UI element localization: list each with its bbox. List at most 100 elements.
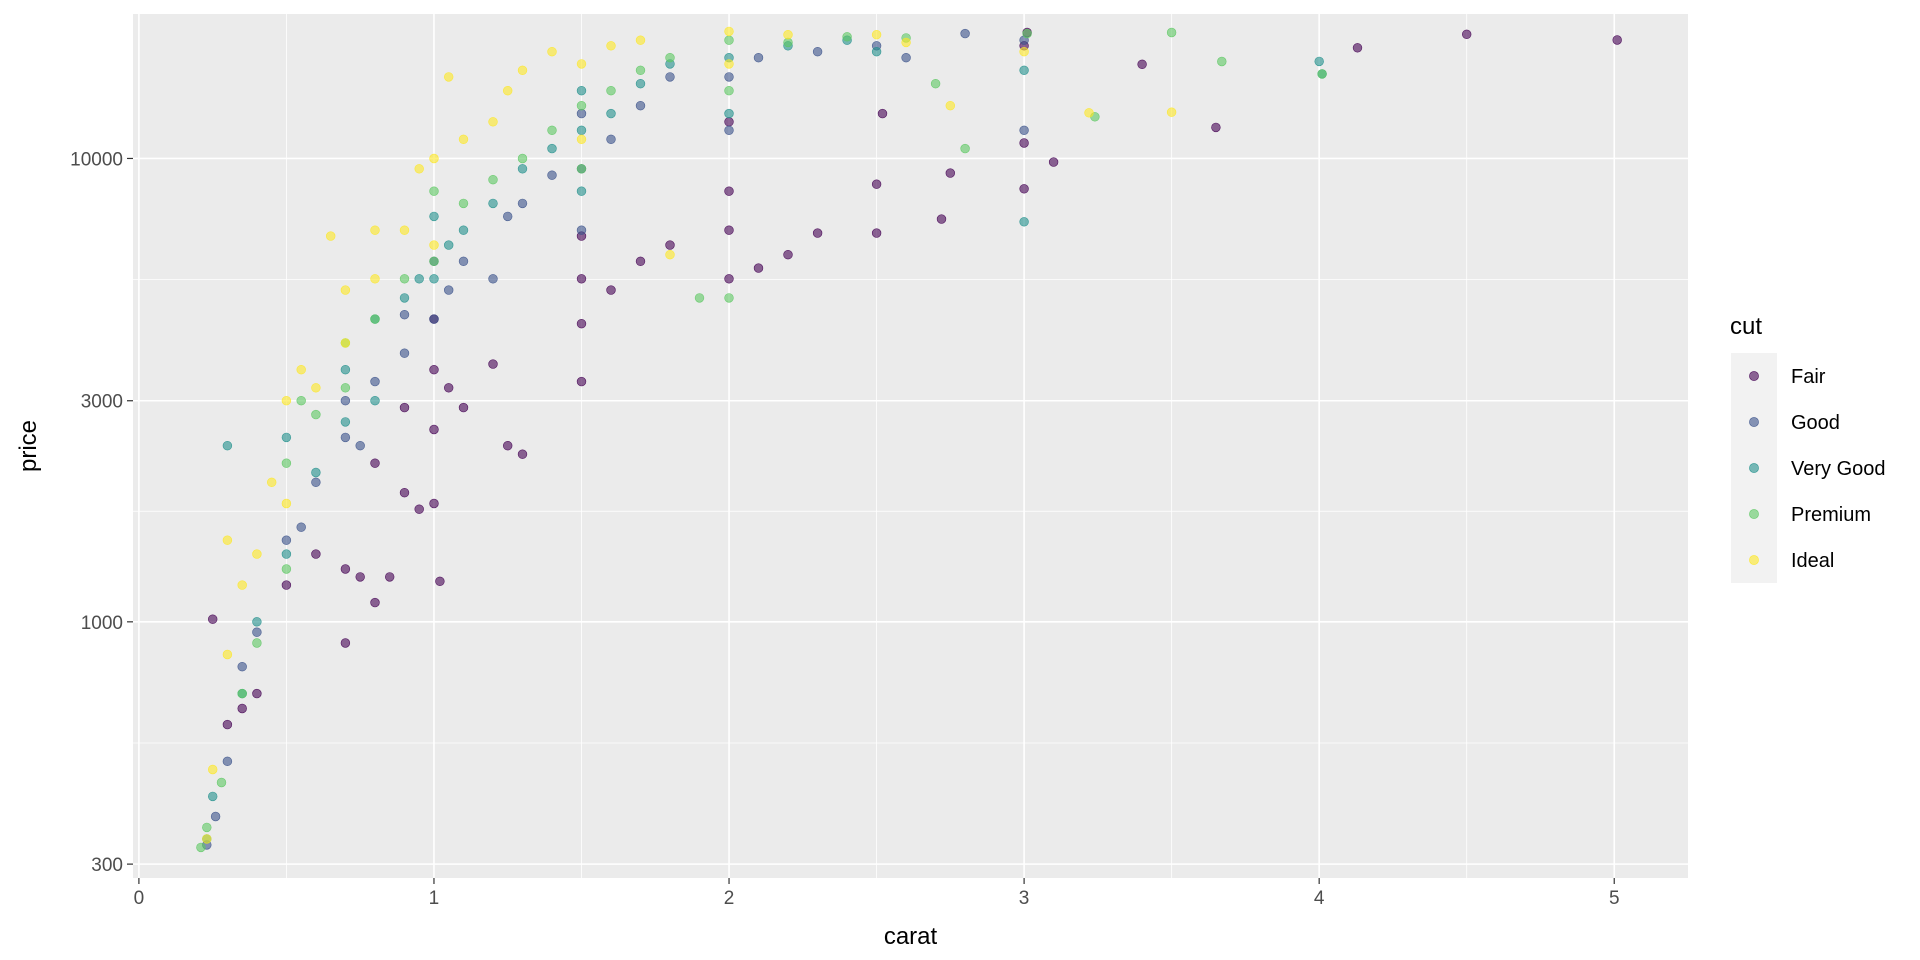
data-point: [237, 703, 247, 714]
data-point: [576, 59, 587, 69]
data-point: [724, 125, 734, 136]
data-point: [960, 143, 970, 154]
data-point: [517, 65, 528, 76]
data-point: [222, 719, 233, 730]
x-axis-title: carat: [884, 923, 938, 950]
data-point: [340, 638, 351, 648]
data-point: [311, 383, 321, 393]
legend-items: Fair Good Very Good Premium Ideal: [1749, 366, 1886, 572]
data-point: [547, 125, 557, 136]
data-point: [252, 688, 262, 699]
legend-label: Ideal: [1791, 550, 1834, 572]
data-point: [724, 26, 734, 37]
data-point: [724, 117, 734, 127]
data-point: [576, 164, 587, 174]
data-point: [458, 256, 469, 266]
data-point: [429, 211, 439, 222]
data-point: [281, 564, 292, 574]
data-point: [429, 240, 439, 250]
data-point: [222, 441, 233, 451]
y-tick-label: 300: [91, 855, 123, 876]
data-point: [281, 549, 292, 559]
legend-key: [1749, 463, 1759, 473]
data-point: [340, 285, 351, 295]
data-point: [429, 186, 439, 196]
data-point: [724, 186, 734, 196]
data-point: [901, 37, 911, 48]
data-point: [237, 688, 247, 699]
data-point: [724, 59, 734, 69]
data-point: [281, 458, 292, 468]
data-point: [340, 432, 351, 443]
data-point: [435, 576, 445, 586]
data-point: [945, 168, 955, 178]
data-point: [414, 274, 424, 284]
data-point: [296, 522, 306, 532]
data-point: [871, 46, 882, 57]
legend-key: [1749, 555, 1759, 565]
data-point: [635, 78, 646, 89]
data-point: [547, 170, 557, 180]
data-point: [576, 134, 587, 145]
data-point: [208, 791, 218, 802]
data-point: [635, 100, 646, 111]
data-point: [547, 46, 557, 57]
legend: cut Fair Good Very Good Premium Ideal: [1730, 313, 1886, 583]
data-point: [1137, 59, 1147, 70]
data-point: [576, 274, 587, 284]
data-point: [576, 125, 587, 136]
data-point: [1019, 217, 1029, 227]
data-point: [753, 52, 764, 63]
data-point: [370, 376, 380, 387]
data-point: [871, 179, 882, 189]
data-point: [429, 365, 439, 375]
legend-label: Good: [1791, 412, 1840, 434]
x-tick-label: 2: [724, 888, 735, 909]
data-point: [665, 72, 675, 82]
data-point: [202, 834, 212, 844]
data-point: [606, 285, 616, 295]
data-point: [281, 498, 292, 509]
data-point: [252, 549, 262, 559]
legend-key: [1749, 509, 1759, 519]
data-point: [340, 338, 351, 348]
data-point: [842, 32, 852, 42]
data-point: [1022, 28, 1032, 39]
data-point: [196, 842, 206, 853]
data-point: [222, 756, 233, 766]
data-point: [812, 46, 823, 57]
data-point: [606, 108, 616, 119]
data-point: [517, 449, 528, 459]
data-point: [414, 504, 424, 514]
data-point: [252, 638, 262, 648]
data-point: [576, 85, 587, 96]
data-point: [340, 564, 351, 574]
data-point: [444, 240, 454, 250]
data-point: [1084, 108, 1094, 118]
data-point: [1166, 107, 1177, 117]
data-point: [296, 396, 306, 406]
data-point: [724, 274, 734, 284]
data-point: [606, 41, 616, 51]
data-point: [812, 228, 823, 238]
data-point: [606, 85, 616, 96]
data-points: [196, 26, 1622, 853]
data-point: [370, 396, 380, 406]
data-point: [503, 441, 513, 451]
data-point: [1352, 43, 1363, 53]
data-point: [1314, 56, 1324, 67]
data-point: [340, 396, 351, 406]
series-fair: [208, 27, 1622, 730]
data-point: [945, 100, 955, 111]
x-tick-label: 1: [429, 888, 440, 909]
data-point: [517, 153, 528, 164]
data-point: [340, 365, 351, 375]
data-point: [340, 417, 351, 427]
data-point: [503, 85, 513, 96]
data-point: [724, 293, 734, 303]
data-point: [208, 614, 218, 624]
data-point: [399, 348, 410, 358]
data-point: [724, 225, 734, 235]
x-axis: 0 1 2 3 4 5: [134, 878, 1620, 909]
